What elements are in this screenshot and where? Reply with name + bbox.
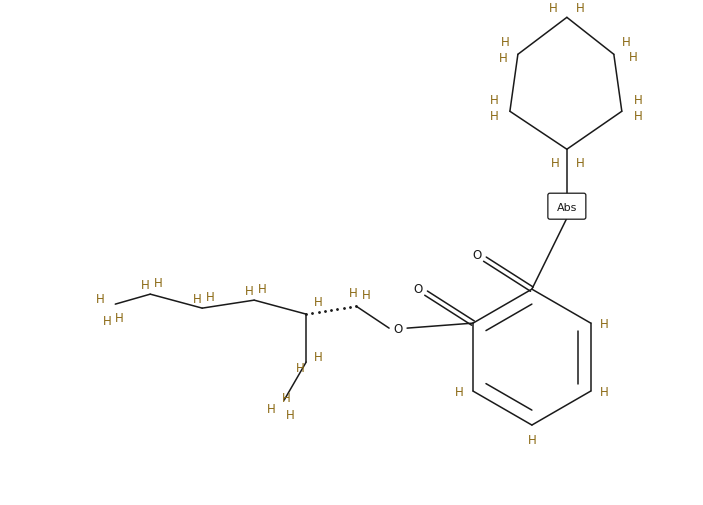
Text: H: H — [550, 157, 560, 169]
Text: H: H — [489, 110, 498, 123]
Text: H: H — [206, 290, 214, 303]
Text: H: H — [154, 276, 162, 289]
Text: H: H — [258, 282, 266, 295]
Text: H: H — [600, 385, 609, 398]
Text: H: H — [501, 36, 509, 48]
Text: H: H — [576, 157, 584, 169]
Text: H: H — [455, 385, 463, 398]
Text: H: H — [576, 2, 584, 15]
Text: H: H — [314, 350, 323, 363]
Text: H: H — [115, 311, 124, 324]
Text: O: O — [413, 282, 423, 295]
Text: H: H — [633, 110, 642, 123]
Text: O: O — [394, 322, 403, 335]
Text: H: H — [633, 93, 642, 107]
Text: H: H — [103, 314, 112, 327]
Text: H: H — [362, 288, 370, 301]
Text: H: H — [141, 278, 150, 291]
Text: H: H — [498, 52, 508, 65]
Text: H: H — [628, 50, 637, 64]
Text: H: H — [621, 36, 630, 48]
Text: H: H — [267, 402, 276, 415]
Text: H: H — [314, 295, 323, 308]
Text: H: H — [349, 286, 358, 299]
Text: H: H — [527, 433, 536, 445]
Text: H: H — [296, 361, 304, 374]
Text: H: H — [96, 292, 105, 305]
Text: H: H — [245, 284, 254, 297]
Text: H: H — [489, 93, 498, 107]
Text: H: H — [286, 408, 295, 421]
FancyBboxPatch shape — [548, 194, 586, 220]
Text: O: O — [472, 248, 482, 261]
Text: H: H — [193, 292, 202, 305]
Text: H: H — [282, 391, 290, 404]
Text: Abs: Abs — [557, 203, 577, 213]
Text: H: H — [600, 317, 609, 330]
Text: H: H — [548, 2, 557, 15]
